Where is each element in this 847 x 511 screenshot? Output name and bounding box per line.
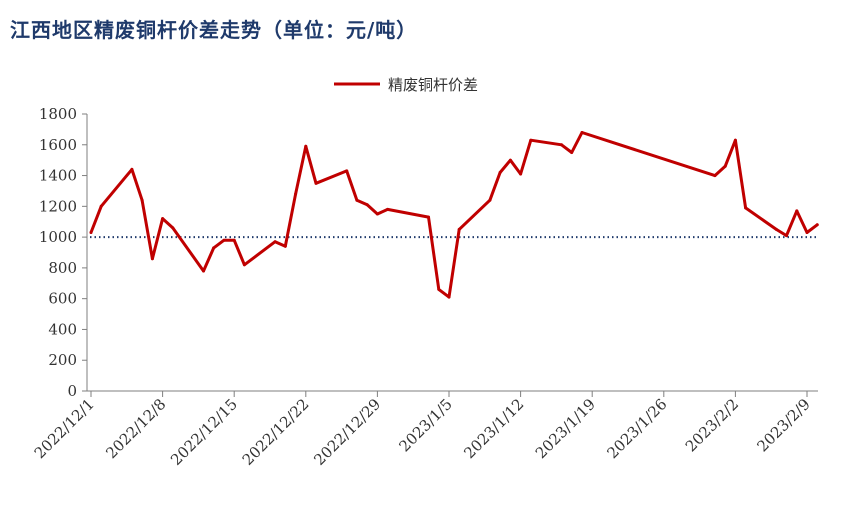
data-point: [560, 143, 563, 147]
x-tick-label: 2023/1/19: [532, 395, 599, 462]
data-point: [99, 204, 103, 208]
data-point: [89, 231, 93, 234]
data-point: [498, 171, 502, 174]
data-point: [713, 174, 717, 178]
data-point: [222, 238, 226, 242]
x-tick-label: 2023/1/5: [395, 395, 455, 455]
data-point: [427, 215, 430, 219]
data-point: [202, 269, 205, 273]
y-tick-label: 200: [48, 351, 77, 369]
legend: 精废铜杆价差: [334, 76, 478, 94]
y-tick-label: 0: [67, 382, 77, 400]
data-point: [212, 246, 216, 250]
data-point: [774, 227, 778, 231]
data-point: [488, 198, 492, 202]
y-tick-label: 800: [48, 259, 77, 277]
x-tick-label: 2023/1/12: [460, 395, 527, 462]
chart-title: 江西地区精废铜杆价差走势（单位：元/吨）: [10, 18, 418, 42]
data-point: [580, 131, 584, 134]
data-point: [519, 172, 523, 176]
y-tick-label: 400: [48, 320, 77, 338]
y-tick-label: 1400: [39, 167, 77, 185]
data-point: [314, 181, 318, 185]
data-point: [733, 138, 737, 142]
data-point: [355, 198, 359, 202]
series-line-0: [89, 131, 819, 299]
y-tick-label: 1000: [39, 228, 77, 246]
data-point: [570, 151, 574, 154]
x-tick-label: 2022/12/29: [310, 395, 384, 469]
data-point: [171, 226, 175, 230]
data-point: [437, 287, 441, 291]
data-point: [529, 138, 533, 142]
data-point: [723, 164, 727, 168]
data-point: [304, 144, 308, 148]
data-point: [508, 158, 512, 162]
data-point: [805, 231, 809, 234]
data-point: [386, 207, 390, 211]
x-tick-label: 2022/12/8: [102, 395, 169, 462]
x-tick-label: 2022/12/15: [167, 395, 241, 469]
data-point: [365, 203, 369, 207]
data-point: [140, 198, 144, 202]
y-tick-label: 600: [48, 290, 77, 308]
data-point: [283, 244, 287, 248]
data-point: [273, 240, 277, 244]
legend-label: 精废铜杆价差: [388, 76, 478, 94]
data-point: [795, 209, 799, 213]
data-point: [815, 223, 819, 227]
data-point: [457, 227, 461, 231]
data-point: [345, 169, 349, 173]
y-tick-label: 1800: [39, 105, 77, 123]
x-tick-label: 2022/12/22: [239, 395, 313, 469]
data-point: [242, 263, 246, 267]
data-point: [447, 295, 451, 299]
x-tick-label: 2023/1/26: [604, 395, 671, 462]
data-point: [161, 217, 165, 221]
data-point: [150, 257, 154, 261]
y-tick-label: 1200: [39, 197, 77, 215]
x-tick-label: 2023/2/2: [682, 395, 742, 455]
data-point: [294, 192, 298, 196]
data-point: [375, 212, 379, 216]
axes: 0 200 400 600 800 1000 1200 1400 1600 1800 2022/12…: [31, 105, 818, 469]
y-tick-label: 1600: [39, 136, 77, 154]
data-point: [785, 234, 788, 238]
data-point: [130, 167, 134, 171]
x-tick-label: 2023/2/9: [753, 395, 813, 455]
x-tick-label: 2022/12/1: [31, 395, 98, 462]
data-point: [744, 206, 748, 210]
data-point: [232, 238, 236, 242]
series-group: [89, 131, 819, 299]
